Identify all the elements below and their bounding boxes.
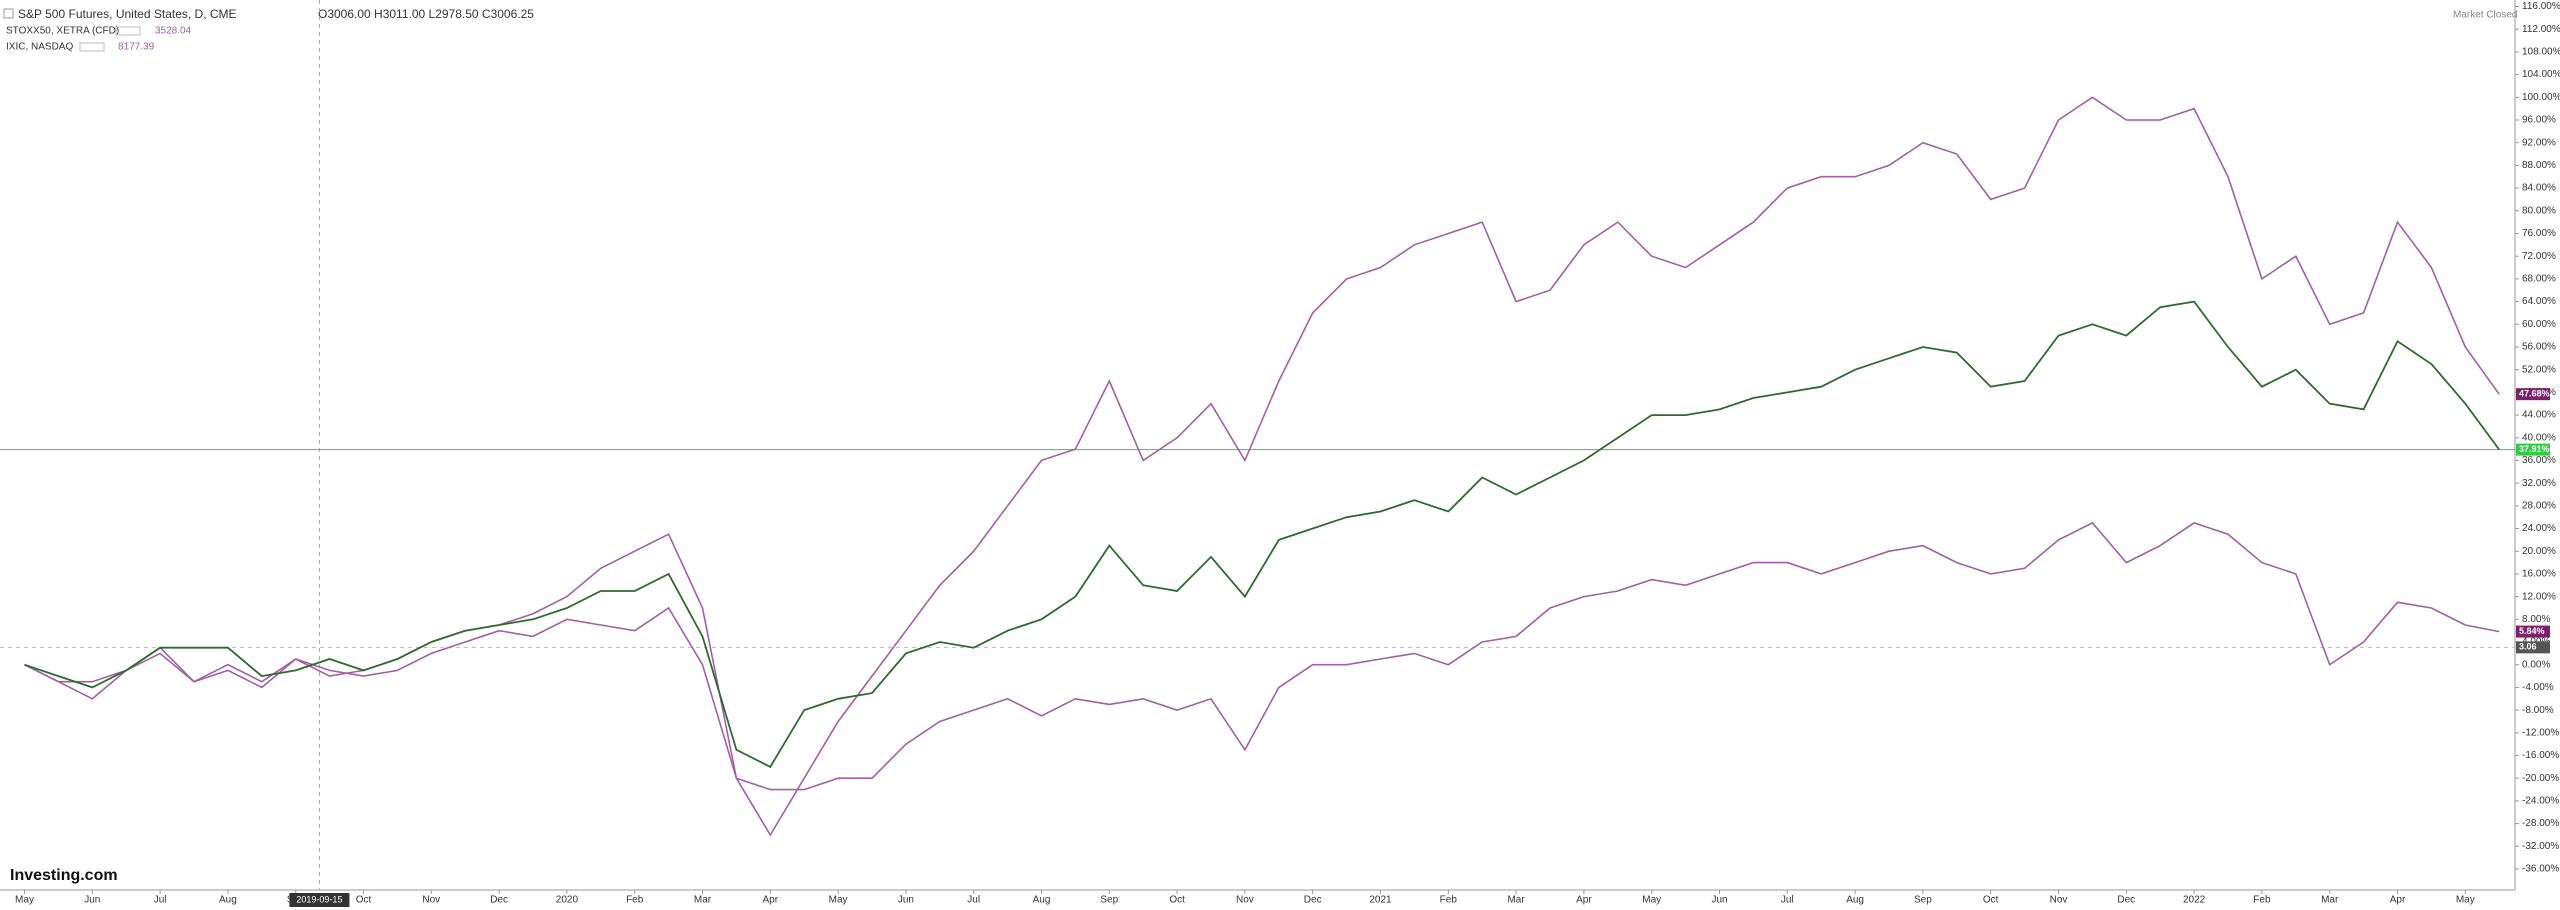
- x-tick-label: May: [2456, 895, 2475, 906]
- y-tick-label: -32.00%: [2522, 841, 2559, 852]
- y-tick-label: 104.00%: [2522, 69, 2560, 80]
- x-tick-label: Jun: [1711, 895, 1727, 906]
- series-line: [24, 521, 2500, 791]
- y-tick-label: 36.00%: [2522, 455, 2556, 466]
- x-tick-label: Jun: [84, 895, 100, 906]
- x-tick-label: 2022: [2183, 895, 2206, 906]
- y-tick-label: -12.00%: [2522, 727, 2559, 738]
- y-tick-label: -24.00%: [2522, 796, 2559, 807]
- x-tick-label: Feb: [1440, 895, 1458, 906]
- crosshair-label-box: [289, 893, 350, 907]
- y-tick-label: 68.00%: [2522, 274, 2556, 285]
- y-tick-label: 96.00%: [2522, 115, 2556, 126]
- y-tick-label: -8.00%: [2522, 705, 2554, 716]
- y-tick-label: 72.00%: [2522, 251, 2556, 262]
- x-tick-label: Aug: [1033, 895, 1051, 906]
- y-tick-label: 16.00%: [2522, 569, 2556, 580]
- x-tick-label: Nov: [1236, 895, 1254, 906]
- x-tick-label: Apr: [2390, 895, 2406, 906]
- y-tick-label: 56.00%: [2522, 342, 2556, 353]
- x-tick-label: Jul: [1781, 895, 1794, 906]
- x-tick-label: Dec: [490, 895, 508, 906]
- x-tick-label: Sep: [1100, 895, 1118, 906]
- x-tick-label: May: [1642, 895, 1661, 906]
- x-tick-label: Jul: [154, 895, 167, 906]
- legend-label: STOXX50, XETRA (CFD): [6, 26, 119, 37]
- price-tag: [2516, 625, 2550, 638]
- price-tag-label: 47.68%: [2519, 389, 2550, 399]
- x-tick-label: Mar: [2321, 895, 2339, 906]
- x-tick-label: Oct: [1169, 895, 1185, 906]
- x-tick-label: Oct: [1983, 895, 1999, 906]
- x-tick-label: 2020: [556, 895, 579, 906]
- y-tick-label: 80.00%: [2522, 205, 2556, 216]
- crosshair-label: 2019-09-15: [296, 894, 342, 904]
- collapse-icon[interactable]: [3, 8, 14, 19]
- legend-value: 3528.04: [155, 26, 192, 37]
- x-tick-label: Dec: [1304, 895, 1322, 906]
- x-tick-label: May: [829, 895, 848, 906]
- legend-label: IXIC, NASDAQ: [6, 42, 73, 53]
- x-tick-label: Nov: [2050, 895, 2068, 906]
- x-tick-label: Dec: [2117, 895, 2135, 906]
- y-tick-label: -36.00%: [2522, 864, 2559, 875]
- y-tick-label: 92.00%: [2522, 137, 2556, 148]
- y-tick-label: 64.00%: [2522, 296, 2556, 307]
- price-tag-label: 37.91%: [2519, 444, 2550, 454]
- brand: Investing.com: [10, 867, 118, 884]
- y-tick-label: 52.00%: [2522, 364, 2556, 375]
- x-tick-label: Nov: [422, 895, 440, 906]
- y-tick-label: 12.00%: [2522, 591, 2556, 602]
- legend-icons: [79, 42, 105, 52]
- y-tick-label: 8.00%: [2522, 614, 2550, 625]
- y-tick-label: 84.00%: [2522, 183, 2556, 194]
- ohlc: O3006.00 H3011.00 L2978.50 C3006.25: [318, 7, 534, 21]
- x-tick-label: Aug: [219, 895, 237, 906]
- y-tick-label: 108.00%: [2522, 47, 2560, 58]
- y-tick-label: 112.00%: [2522, 24, 2560, 35]
- x-tick-label: Feb: [2253, 895, 2271, 906]
- y-tick-label: 40.00%: [2522, 432, 2556, 443]
- y-tick-label: 32.00%: [2522, 478, 2556, 489]
- x-tick-label: Mar: [1507, 895, 1525, 906]
- price-tag: [2516, 641, 2550, 654]
- price-tag-label: 5.84%: [2519, 626, 2545, 636]
- x-tick-label: Sep: [1914, 895, 1932, 906]
- x-tick-label: Feb: [626, 895, 644, 906]
- y-tick-label: -4.00%: [2522, 682, 2554, 693]
- y-tick-label: 60.00%: [2522, 319, 2556, 330]
- y-tick-label: 28.00%: [2522, 500, 2556, 511]
- y-tick-label: 44.00%: [2522, 410, 2556, 421]
- y-tick-label: -16.00%: [2522, 750, 2559, 761]
- x-tick-label: Oct: [356, 895, 372, 906]
- x-tick-label: Aug: [1846, 895, 1864, 906]
- x-tick-label: Apr: [763, 895, 779, 906]
- y-tick-label: 88.00%: [2522, 160, 2556, 171]
- x-tick-label: Apr: [1576, 895, 1592, 906]
- chart-title: S&P 500 Futures, United States, D, CME: [18, 7, 237, 21]
- legend-value: 8177.39: [118, 42, 155, 53]
- y-tick-label: -28.00%: [2522, 818, 2559, 829]
- y-tick-label: -20.00%: [2522, 773, 2559, 784]
- x-tick-label: Jun: [898, 895, 914, 906]
- price-tag: [2516, 388, 2550, 401]
- price-tag: [2516, 443, 2550, 456]
- price-tag-label: 3.06: [2519, 642, 2537, 652]
- x-tick-label: Jul: [967, 895, 980, 906]
- x-tick-label: 2021: [1369, 895, 1392, 906]
- y-tick-label: 100.00%: [2522, 92, 2560, 103]
- legend-icons: [115, 26, 141, 36]
- y-tick-label: 20.00%: [2522, 546, 2556, 557]
- series-line: [24, 300, 2500, 769]
- y-tick-label: 0.00%: [2522, 659, 2550, 670]
- x-tick-label: May: [15, 895, 34, 906]
- y-tick-label: 116.00%: [2522, 1, 2560, 12]
- y-tick-label: 76.00%: [2522, 228, 2556, 239]
- market-status: Market Closed: [2453, 10, 2517, 21]
- x-tick-label: Mar: [694, 895, 712, 906]
- y-tick-label: 24.00%: [2522, 523, 2556, 534]
